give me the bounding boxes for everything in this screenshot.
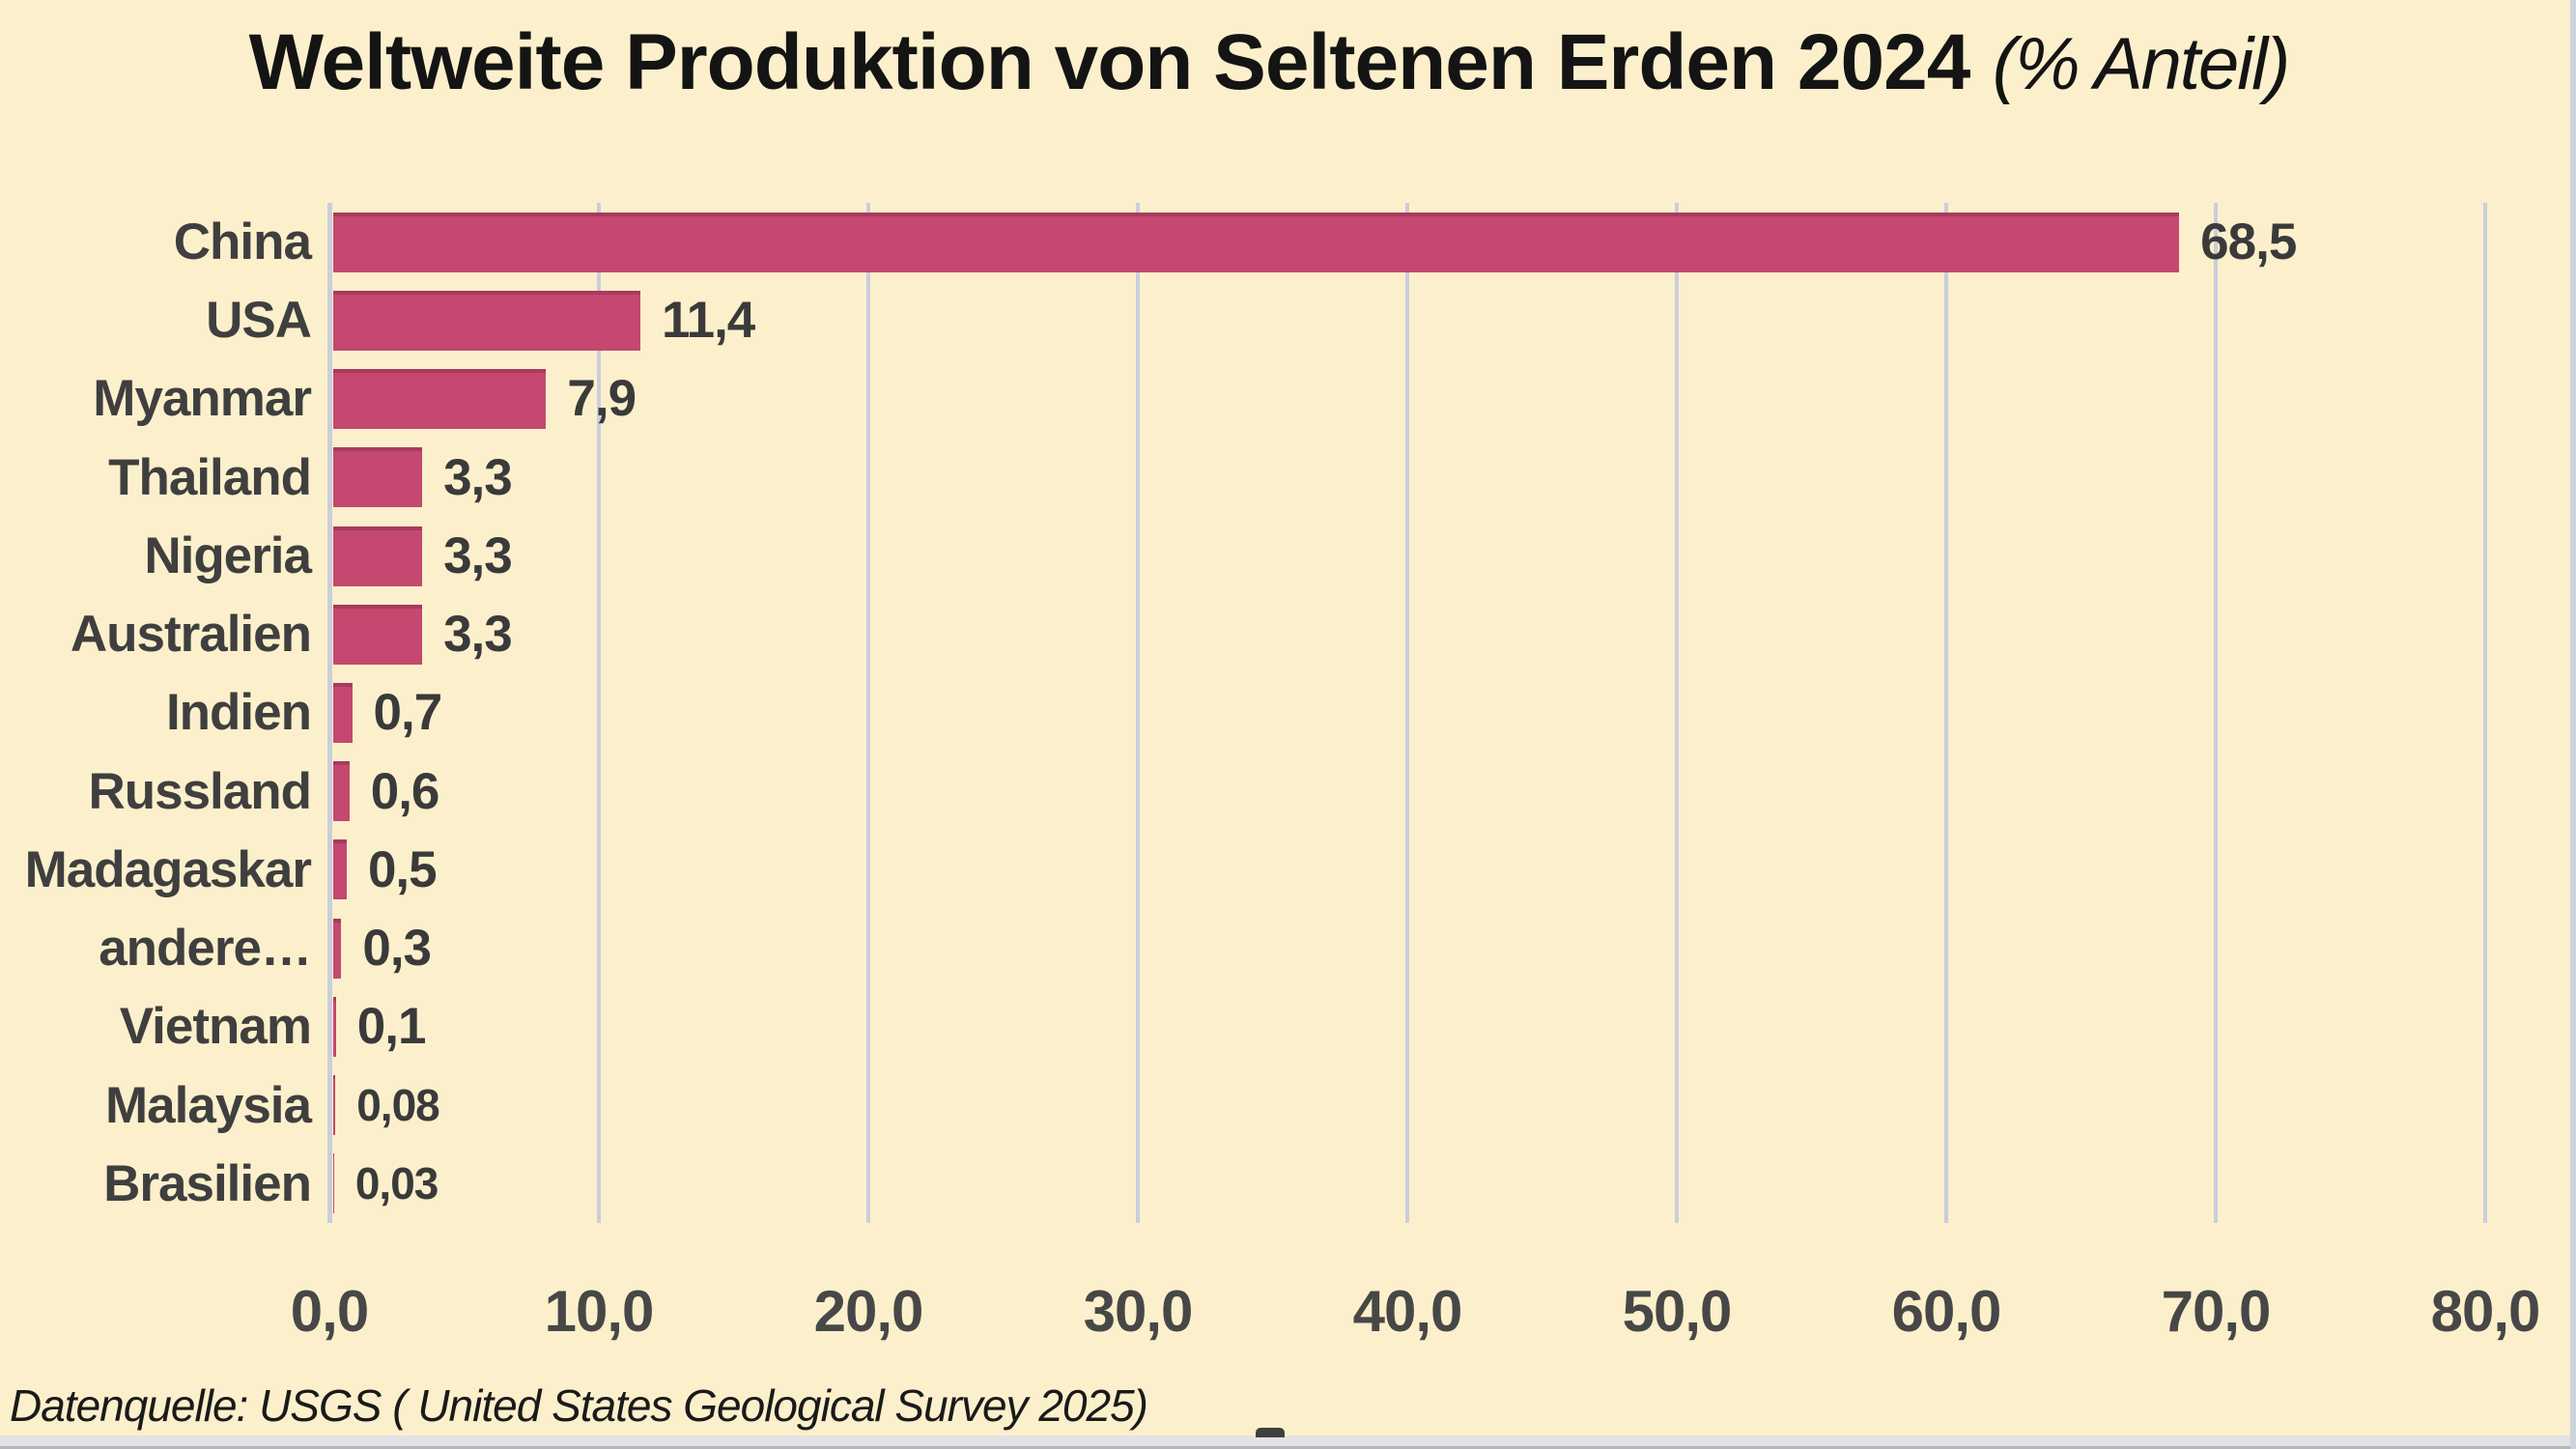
- scrollbar-horizontal[interactable]: [0, 1428, 2576, 1449]
- bar: [333, 369, 547, 430]
- chart-title-unit: (% Anteil): [1992, 23, 2291, 105]
- source-note: Datenquelle: USGS ( United States Geolog…: [10, 1380, 1148, 1431]
- x-axis-tick-label: 30,0: [1083, 1279, 1194, 1344]
- category-label: Indien: [165, 684, 312, 742]
- bar: [333, 839, 347, 900]
- category-label: China: [173, 213, 312, 270]
- chart-title-text: Weltweite Produktion von Seltenen Erden …: [248, 18, 1971, 106]
- value-label: 3,3: [443, 448, 513, 506]
- x-axis-tick-label: 40,0: [1352, 1279, 1463, 1344]
- category-label: Vietnam: [119, 998, 312, 1056]
- bar: [333, 683, 353, 743]
- bar: [333, 918, 342, 979]
- value-label: 7,9: [567, 370, 637, 428]
- bar: [333, 604, 423, 665]
- x-axis-tick-label: 70,0: [2161, 1279, 2272, 1344]
- category-label: andere…: [99, 920, 312, 978]
- value-label: 3,3: [443, 606, 513, 664]
- category-label: Thailand: [108, 448, 312, 506]
- category-label: Russland: [88, 762, 312, 820]
- value-label: 0,1: [356, 998, 427, 1056]
- x-axis-tick-label: 10,0: [544, 1279, 655, 1344]
- y-axis-line: [327, 203, 332, 1223]
- bar: [333, 526, 423, 586]
- value-label: 3,3: [443, 526, 513, 584]
- gridline: [1405, 203, 1409, 1223]
- bar: [333, 761, 350, 822]
- category-label: USA: [206, 292, 312, 350]
- category-label: Madagaskar: [24, 840, 312, 898]
- gridline: [1944, 203, 1948, 1223]
- bar: [333, 212, 2180, 272]
- value-label: 0,08: [356, 1079, 440, 1130]
- chart-title: Weltweite Produktion von Seltenen Erden …: [0, 17, 2537, 108]
- value-label: 0,3: [362, 920, 432, 978]
- bar: [333, 996, 336, 1057]
- value-label: 0,6: [370, 762, 440, 820]
- gridline: [1136, 203, 1140, 1223]
- x-axis-tick-label: 60,0: [1891, 1279, 2002, 1344]
- scrollbar-thumb[interactable]: [1256, 1428, 1285, 1437]
- category-label: Malaysia: [105, 1076, 312, 1134]
- value-label: 0,03: [354, 1157, 439, 1208]
- x-axis-tick-label: 0,0: [290, 1279, 369, 1344]
- category-label: Myanmar: [93, 370, 312, 428]
- value-label: 0,7: [373, 684, 443, 742]
- category-label: Nigeria: [144, 526, 312, 584]
- bar: [333, 290, 641, 351]
- gridline: [2214, 203, 2218, 1223]
- category-label: Australien: [70, 606, 312, 664]
- value-label: 11,4: [662, 292, 755, 350]
- scrollbar-vertical[interactable]: [2570, 0, 2576, 1449]
- gridline: [866, 203, 870, 1223]
- x-axis-tick-label: 20,0: [813, 1279, 924, 1344]
- value-label: 0,5: [367, 840, 438, 898]
- gridline: [2483, 203, 2487, 1223]
- bar: [333, 447, 423, 508]
- gridline: [1675, 203, 1679, 1223]
- x-axis-tick-label: 80,0: [2430, 1279, 2541, 1344]
- bar: [333, 1153, 334, 1214]
- gridline: [597, 203, 601, 1223]
- category-label: Brasilien: [103, 1154, 312, 1212]
- bar: [333, 1075, 336, 1136]
- x-axis-tick-label: 50,0: [1622, 1279, 1733, 1344]
- value-label: 68,5: [2200, 213, 2297, 270]
